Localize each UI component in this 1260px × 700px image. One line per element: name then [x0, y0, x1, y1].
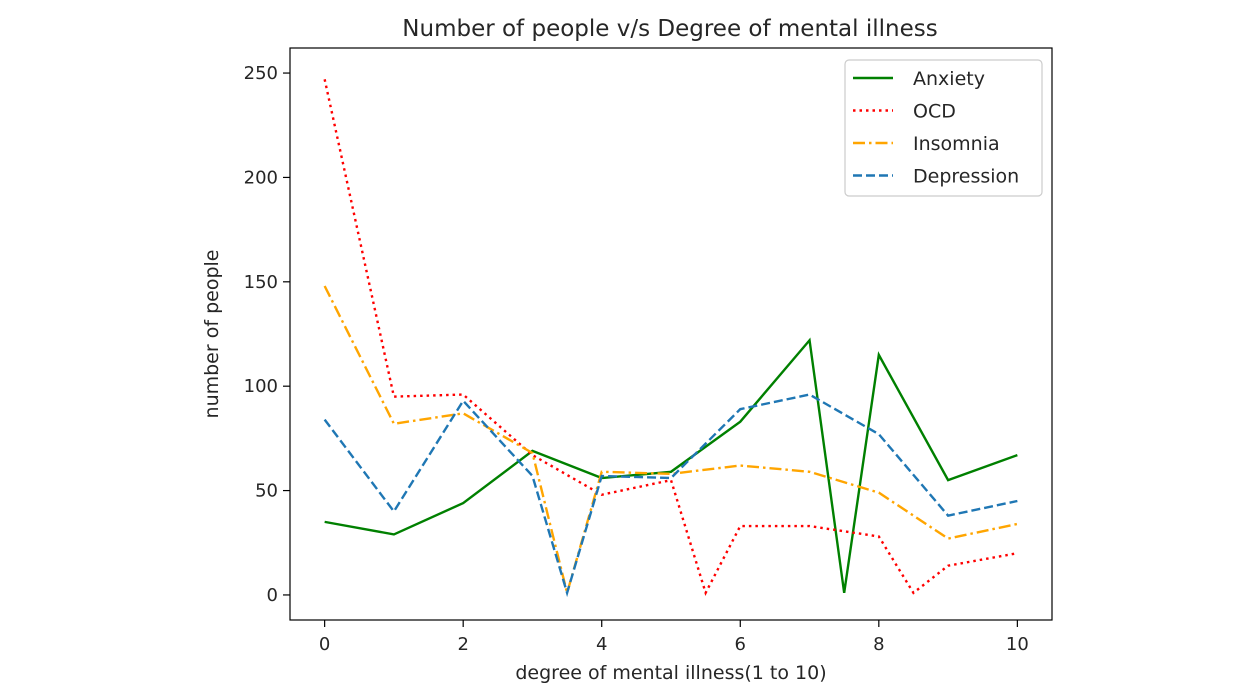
legend-box [844, 59, 1043, 197]
legend-label-ocd: OCD [913, 101, 956, 123]
y-tick-label: 100 [244, 376, 278, 397]
x-tick-label: 6 [735, 634, 746, 655]
series-line-depression [323, 393, 1018, 598]
chart-title: Number of people v/s Degree of mental il… [402, 16, 937, 42]
legend: Anxiety OCD Insomnia Depression [844, 59, 1043, 197]
y-axis-ticks: 0 50 100 150 200 250 [244, 63, 290, 606]
legend-label-depression: Depression [913, 166, 1019, 188]
plot-series-group [323, 79, 1018, 598]
y-tick-label: 200 [244, 167, 278, 188]
y-tick-label: 0 [267, 585, 278, 606]
legend-label-insomnia: Insomnia [913, 133, 1000, 155]
series-line-anxiety [324, 337, 1018, 594]
x-axis-label: degree of mental illness(1 to 10) [515, 662, 826, 684]
x-tick-label: 8 [873, 634, 884, 655]
y-tick-label: 50 [255, 481, 278, 502]
x-tick-label: 10 [1006, 634, 1029, 655]
series-line-insomnia [323, 285, 1018, 598]
x-tick-label: 2 [457, 634, 468, 655]
y-tick-label: 150 [244, 272, 278, 293]
legend-label-anxiety: Anxiety [913, 68, 985, 90]
plot-frame [289, 47, 1053, 621]
x-tick-label: 4 [596, 634, 607, 655]
x-axis-ticks: 0 2 4 6 8 10 [319, 620, 1029, 655]
y-axis-label: number of people [201, 250, 223, 419]
series-line-ocd [323, 79, 1018, 597]
y-tick-label: 250 [244, 63, 278, 84]
x-tick-label: 0 [319, 634, 330, 655]
